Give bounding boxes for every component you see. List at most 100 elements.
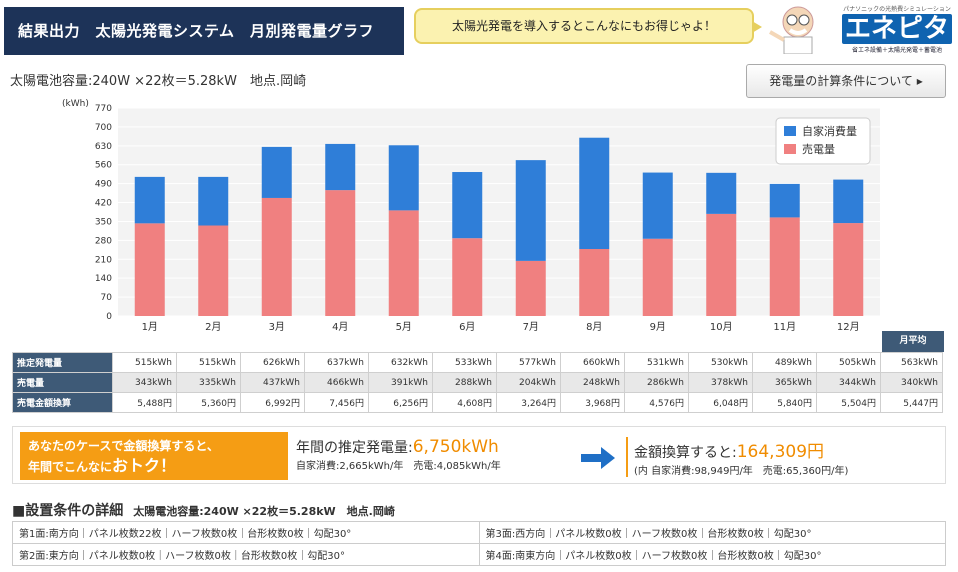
legend-swatch xyxy=(784,126,796,136)
cell: 286kWh xyxy=(624,372,689,393)
conditions-heading: ■設置条件の詳細 xyxy=(12,503,124,519)
table-row: 推定発電量 515kWh 515kWh 626kWh 637kWh 632kWh 533kW… xyxy=(12,352,943,373)
cell: 365kWh xyxy=(752,372,817,393)
annual-money: 金額換算すると:164,309円 (内 自家消費:98,949円/年 売電:65… xyxy=(626,437,848,477)
bar-sell xyxy=(579,249,610,316)
est-label: 年間の推定発電量: xyxy=(296,440,413,456)
cell: 437kWh xyxy=(240,372,305,393)
y-tick-label: 70 xyxy=(101,293,113,303)
cell: 344kWh xyxy=(816,372,881,393)
x-tick-label: 4月 xyxy=(332,321,348,333)
y-tick-label: 560 xyxy=(95,161,112,171)
bar-self xyxy=(452,172,483,239)
x-tick-label: 12月 xyxy=(837,321,860,333)
avg-header: 月平均 xyxy=(882,331,944,352)
cell: 466kWh xyxy=(304,372,369,393)
y-tick-label: 280 xyxy=(95,236,112,246)
bar-sell xyxy=(388,210,419,316)
x-tick-label: 1月 xyxy=(142,321,158,333)
x-tick-label: 7月 xyxy=(523,321,539,333)
y-tick-label: 770 xyxy=(95,104,112,114)
cell: 632kWh xyxy=(368,352,433,373)
cell: 288kWh xyxy=(432,372,497,393)
calc-conditions-button[interactable]: 発電量の計算条件について ▸ xyxy=(746,64,946,98)
cell: 5,488円 xyxy=(112,392,177,413)
cell: 577kWh xyxy=(496,352,561,373)
annual-estimate: 年間の推定発電量:6,750kWh 自家消費:2,665kWh/年 売電:4,0… xyxy=(296,437,501,472)
conv-label: 金額換算すると: xyxy=(634,445,737,461)
bar-self xyxy=(388,145,419,211)
bar-sell xyxy=(452,238,483,316)
legend xyxy=(775,117,871,165)
x-tick-label: 5月 xyxy=(396,321,412,333)
cell: 505kWh xyxy=(816,352,881,373)
conditions-title: ■設置条件の詳細 太陽電池容量:240W ×22枚＝5.28kW 地点.岡崎 xyxy=(12,500,395,520)
row-label: 売電金額換算 xyxy=(12,392,113,413)
bar-self xyxy=(198,176,229,226)
est-value: 6,750kWh xyxy=(412,437,499,457)
y-tick-label: 490 xyxy=(95,180,112,190)
cell: 533kWh xyxy=(432,352,497,373)
bar-sell xyxy=(833,223,864,316)
promo-line1: あなたのケースで金額換算すると、 xyxy=(28,439,219,453)
promo-callout: あなたのケースで金額換算すると、 年間でこんなにおトク！ xyxy=(20,432,288,480)
x-tick-label: 6月 xyxy=(459,321,475,333)
system-info: 太陽電池容量:240W ×22枚＝5.28kW 地点.岡崎 xyxy=(10,74,307,89)
cell: 378kWh xyxy=(688,372,753,393)
promo-line2b: おトク！ xyxy=(112,456,177,475)
bar-sell xyxy=(198,225,229,316)
legend-label: 売電量 xyxy=(802,143,835,156)
x-tick-label: 2月 xyxy=(205,321,221,333)
logo-subtitle: 省エネ設備＋太陽光発電＋蓄電池 xyxy=(851,47,942,54)
est-detail: 自家消費:2,665kWh/年 売電:4,085kWh/年 xyxy=(296,461,501,472)
x-tick-label: 9月 xyxy=(650,321,666,333)
page-title: 結果出力 太陽光発電システム 月別発電量グラフ xyxy=(4,7,404,55)
x-tick-label: 3月 xyxy=(269,321,285,333)
logo-brand: エネピタ xyxy=(842,14,952,44)
bar-sell xyxy=(706,213,737,316)
y-tick-label: 700 xyxy=(95,123,112,133)
y-tick-label: 140 xyxy=(95,274,112,284)
cell: 3,264円 xyxy=(496,392,561,413)
x-tick-label: 10月 xyxy=(710,321,733,333)
cell: 5,504円 xyxy=(816,392,881,413)
bar-sell xyxy=(261,197,292,316)
cell: 6,256円 xyxy=(368,392,433,413)
table-row: 第1面:南方向｜パネル枚数22枚｜ハーフ枚数0枚｜台形枚数0枚｜勾配30° 第3面… xyxy=(12,521,946,544)
face-cell: 第2面:東方向｜パネル枚数0枚｜ハーフ枚数0枚｜台形枚数0枚｜勾配30° xyxy=(12,543,480,566)
cell: 660kWh xyxy=(560,352,625,373)
cell: 5,840円 xyxy=(752,392,817,413)
bar-sell xyxy=(325,190,356,316)
cell: 489kWh xyxy=(752,352,817,373)
bar-sell xyxy=(134,223,165,316)
y-tick-label: 0 xyxy=(106,312,112,322)
cell: 5,360円 xyxy=(176,392,241,413)
cell: 515kWh xyxy=(112,352,177,373)
face-cell: 第4面:南東方向｜パネル枚数0枚｜ハーフ枚数0枚｜台形枚数0枚｜勾配30° xyxy=(478,543,946,566)
cell: 637kWh xyxy=(304,352,369,373)
cell: 343kWh xyxy=(112,372,177,393)
conv-detail: (内 自家消費:98,949円/年 売電:65,360円/年) xyxy=(634,466,849,477)
avg-cell: 5,447円 xyxy=(880,392,943,413)
legend-label: 自家消費量 xyxy=(802,124,857,138)
bar-self xyxy=(261,146,292,198)
conv-value: 164,309円 xyxy=(736,442,825,462)
promo-panel xyxy=(12,426,946,484)
avg-cell: 563kWh xyxy=(880,352,943,373)
bar-self xyxy=(579,137,610,250)
table-row: 第2面:東方向｜パネル枚数0枚｜ハーフ枚数0枚｜台形枚数0枚｜勾配30° 第4面:… xyxy=(12,543,946,566)
conditions-subtitle: 太陽電池容量:240W ×22枚＝5.28kW 地点.岡崎 xyxy=(133,505,395,518)
bar-self xyxy=(515,160,546,261)
cell: 515kWh xyxy=(176,352,241,373)
bar-sell xyxy=(642,238,673,316)
bar-sell xyxy=(515,260,546,316)
y-axis-title: (kWh) xyxy=(62,99,89,109)
y-tick-label: 420 xyxy=(95,199,112,209)
cell: 6,992円 xyxy=(240,392,305,413)
cell: 6,048円 xyxy=(688,392,753,413)
y-tick-label: 210 xyxy=(95,255,112,265)
bar-self xyxy=(833,179,864,224)
row-label: 推定発電量 xyxy=(12,352,113,373)
bar-self xyxy=(325,143,356,191)
mascot-icon xyxy=(769,6,814,54)
